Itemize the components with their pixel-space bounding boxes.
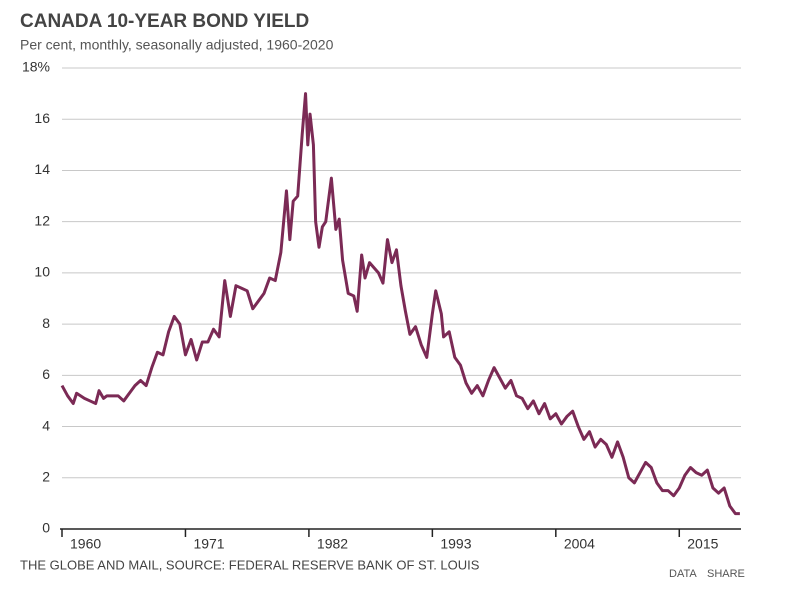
y-tick-label: 10 (34, 264, 50, 280)
y-tick-label: 18% (22, 59, 50, 75)
chart-title: CANADA 10-YEAR BOND YIELD (20, 11, 309, 32)
x-tick-label: 2004 (564, 536, 595, 552)
source: THE GLOBE AND MAIL, SOURCE: FEDERAL RESE… (20, 557, 480, 572)
y-tick-label: 14 (34, 161, 50, 177)
y-tick-label: 16 (34, 110, 50, 126)
x-tick-label: 2015 (687, 536, 718, 552)
line (60, 92, 740, 516)
x-tick-label: 1971 (193, 536, 224, 552)
y-tick-label: 0 (42, 520, 50, 536)
share-button[interactable]: SHARE (707, 568, 745, 580)
x-tick-label: 1993 (440, 536, 471, 552)
y-tick-label: 4 (42, 417, 50, 433)
chart-subtitle: Per cent, monthly, seasonally adjusted, … (20, 37, 334, 53)
y-tick-label: 8 (42, 315, 50, 331)
y-tick-label: 12 (34, 212, 50, 228)
y-tick-label: 6 (42, 366, 50, 382)
x-tick-label: 1960 (70, 536, 101, 552)
data-button[interactable]: DATA (669, 568, 697, 580)
y-tick-label: 2 (42, 468, 50, 484)
x-tick-label: 1982 (317, 536, 348, 552)
